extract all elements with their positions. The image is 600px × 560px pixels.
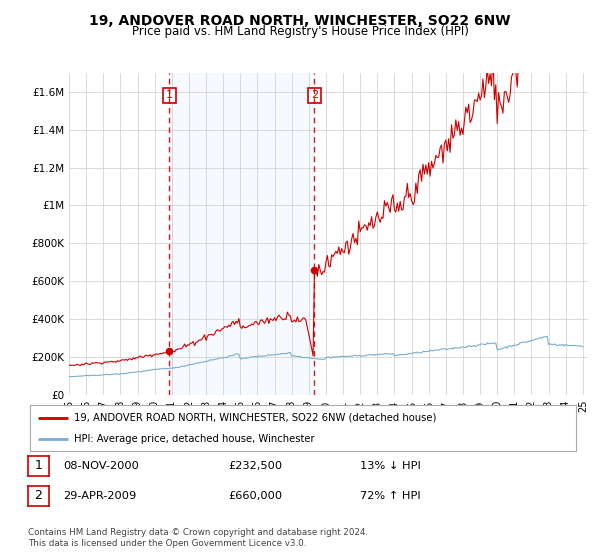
Text: 19, ANDOVER ROAD NORTH, WINCHESTER, SO22 6NW: 19, ANDOVER ROAD NORTH, WINCHESTER, SO22… xyxy=(89,14,511,28)
Text: 19, ANDOVER ROAD NORTH, WINCHESTER, SO22 6NW (detached house): 19, ANDOVER ROAD NORTH, WINCHESTER, SO22… xyxy=(74,413,436,423)
Text: 08-NOV-2000: 08-NOV-2000 xyxy=(64,461,139,471)
Text: HPI: Average price, detached house, Winchester: HPI: Average price, detached house, Winc… xyxy=(74,435,314,444)
Text: £660,000: £660,000 xyxy=(228,491,282,501)
Bar xyxy=(169,73,314,395)
Text: 2: 2 xyxy=(311,90,318,100)
Text: Contains HM Land Registry data © Crown copyright and database right 2024.
This d: Contains HM Land Registry data © Crown c… xyxy=(28,528,368,548)
Text: 72% ↑ HPI: 72% ↑ HPI xyxy=(360,491,421,501)
Text: 1: 1 xyxy=(166,90,173,100)
Text: 1: 1 xyxy=(34,459,43,473)
Text: £232,500: £232,500 xyxy=(228,461,282,471)
Text: 2: 2 xyxy=(34,489,43,502)
Text: 13% ↓ HPI: 13% ↓ HPI xyxy=(360,461,421,471)
Text: Price paid vs. HM Land Registry's House Price Index (HPI): Price paid vs. HM Land Registry's House … xyxy=(131,25,469,38)
Text: 29-APR-2009: 29-APR-2009 xyxy=(64,491,137,501)
